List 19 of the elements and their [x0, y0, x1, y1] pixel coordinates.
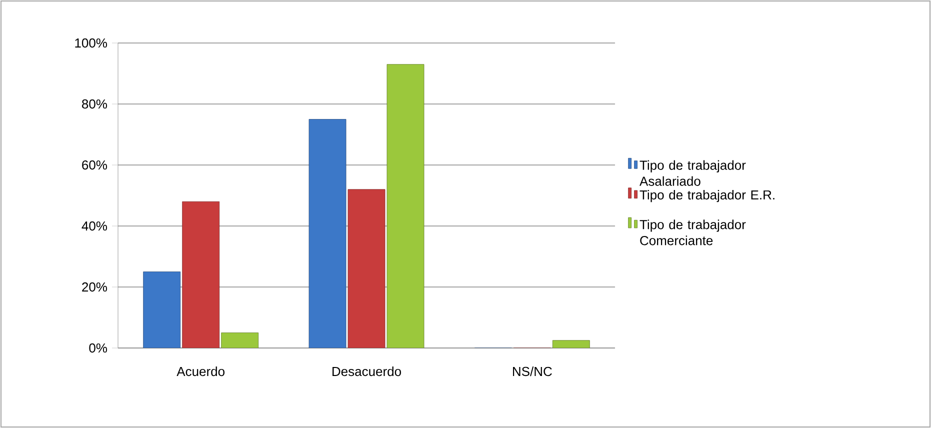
x-tick-label: Acuerdo — [176, 366, 224, 376]
x-tick-label: Desacuerdo — [332, 366, 401, 376]
y-tick-label: 80% — [82, 99, 107, 109]
y-tick-label: 0% — [89, 343, 107, 353]
legend-label: Tipo de trabajador Asalariado — [640, 160, 746, 186]
y-tick-label: 40% — [82, 221, 107, 231]
bar — [308, 119, 346, 348]
bar — [221, 332, 259, 348]
legend-label: Tipo de trabajador E.R. — [640, 190, 774, 202]
bar — [552, 340, 590, 348]
legend-label: Tipo de trabajador Comerciante — [640, 220, 746, 246]
y-tick-label: 60% — [82, 160, 107, 170]
bar — [386, 64, 424, 348]
bar — [182, 201, 220, 348]
bar — [348, 189, 386, 348]
x-tick-label: NS/NC — [513, 366, 552, 376]
bar — [143, 272, 181, 348]
y-tick-label: 20% — [82, 282, 107, 292]
y-tick-label: 100% — [75, 38, 107, 48]
